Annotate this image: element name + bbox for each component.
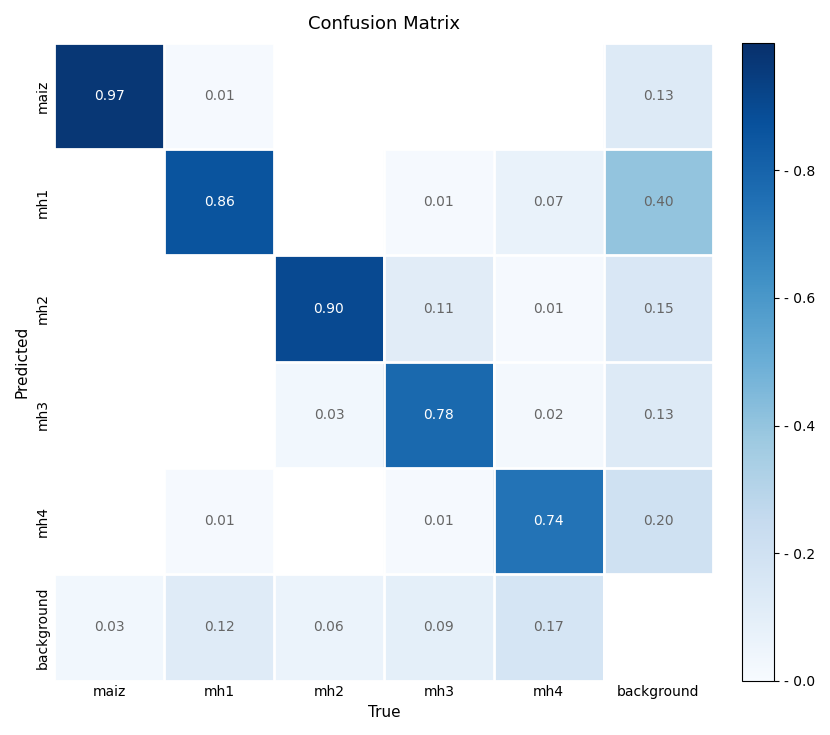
Text: 0.40: 0.40 [643,196,674,209]
Text: 0.03: 0.03 [94,620,124,634]
Text: 0.86: 0.86 [203,196,235,209]
Text: 0.01: 0.01 [423,196,454,209]
Text: 0.78: 0.78 [423,408,454,422]
Text: 0.01: 0.01 [204,89,235,103]
Text: 0.01: 0.01 [423,514,454,528]
Text: 0.74: 0.74 [534,514,564,528]
Text: 0.12: 0.12 [204,620,235,634]
Text: 0.15: 0.15 [643,301,674,315]
Text: 0.01: 0.01 [533,301,564,315]
Text: 0.09: 0.09 [423,620,454,634]
Text: 0.01: 0.01 [204,514,235,528]
Text: 0.13: 0.13 [643,89,674,103]
Text: 0.17: 0.17 [533,620,564,634]
Text: 0.02: 0.02 [534,408,564,422]
Text: 0.13: 0.13 [643,408,674,422]
Text: 0.11: 0.11 [423,301,454,315]
Text: 0.07: 0.07 [534,196,564,209]
Text: 0.03: 0.03 [314,408,344,422]
X-axis label: True: True [368,705,400,720]
Text: 0.20: 0.20 [643,514,674,528]
Text: 0.06: 0.06 [314,620,344,634]
Title: Confusion Matrix: Confusion Matrix [308,15,460,33]
Text: 0.90: 0.90 [314,301,344,315]
Text: 0.97: 0.97 [94,89,124,103]
Y-axis label: Predicted: Predicted [15,326,30,398]
